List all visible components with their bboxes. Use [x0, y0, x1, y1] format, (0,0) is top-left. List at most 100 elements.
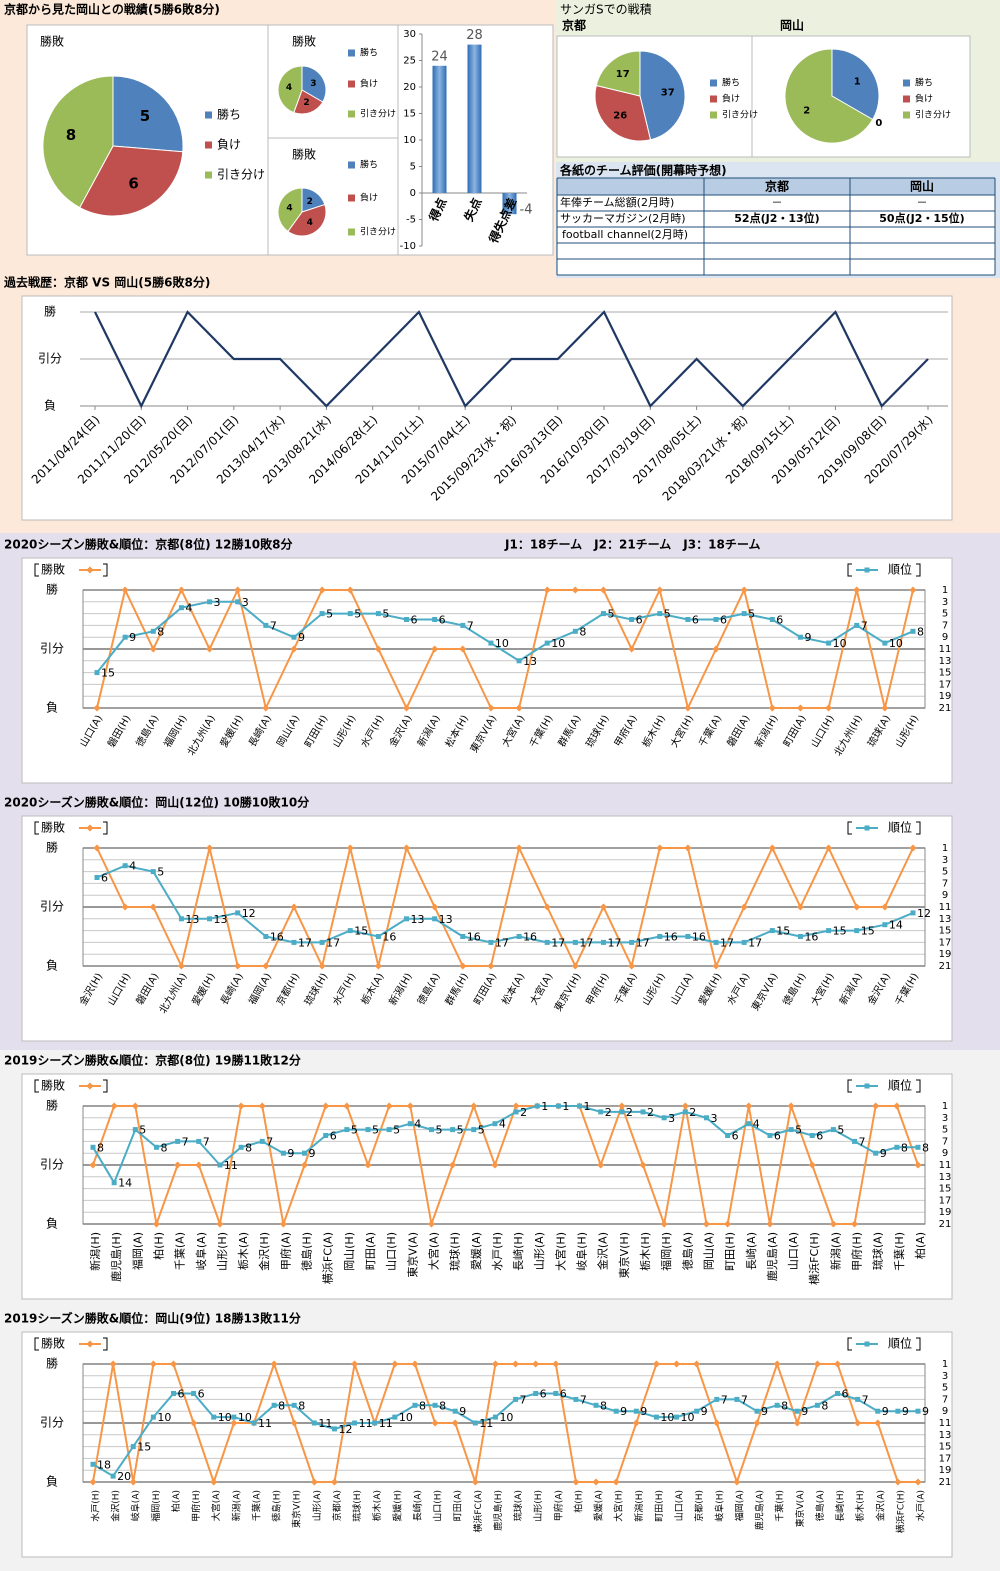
series-marker — [347, 611, 353, 617]
data-label: 8 — [781, 1399, 788, 1412]
bar — [467, 44, 482, 193]
x-tick-label: 鹿児島(A) — [754, 1490, 766, 1530]
data-label: 17 — [720, 936, 734, 949]
legend-label: 負け — [915, 93, 933, 105]
x-tick-label: 琉球(A) — [512, 1490, 524, 1521]
series-marker — [459, 645, 467, 653]
data-label: 10 — [660, 1411, 674, 1424]
y2-tick-label: 1 — [942, 585, 948, 596]
chart-panel — [21, 815, 953, 1042]
series-marker — [235, 910, 241, 916]
data-label: 2 — [803, 106, 810, 117]
data-label: 5 — [372, 1124, 379, 1137]
data-label: 26 — [613, 111, 627, 122]
data-label: 10 — [238, 1411, 252, 1424]
y2-tick-label: 11 — [939, 902, 952, 913]
series-marker — [794, 1408, 800, 1414]
series-marker — [132, 1127, 138, 1133]
data-label: 7 — [861, 619, 868, 632]
series-marker — [830, 1127, 836, 1133]
data-label: 17 — [607, 936, 621, 949]
data-label: 7 — [721, 1393, 728, 1406]
y2-tick-label: 15 — [939, 1442, 952, 1453]
series-line — [92, 1102, 919, 1228]
y2-tick-label: 3 — [942, 1371, 948, 1382]
x-tick-label: 柏(H) — [572, 1490, 584, 1513]
series-marker — [809, 1133, 815, 1138]
series-marker — [178, 605, 184, 611]
series-marker — [149, 645, 157, 653]
series-marker — [347, 928, 353, 934]
data-label: 4 — [129, 860, 136, 873]
y2-tick-label: 7 — [942, 1136, 948, 1147]
data-label: 10 — [551, 637, 565, 650]
y2-tick-label: 9 — [942, 890, 948, 901]
y2-tick-label: 5 — [942, 609, 948, 620]
y2-tick-label: 9 — [942, 1406, 948, 1417]
y2-tick-label: 15 — [939, 926, 952, 937]
series-marker — [543, 903, 551, 911]
x-tick-label: 岐阜(H) — [576, 1232, 589, 1271]
series-marker — [150, 869, 156, 875]
y-tick-label: 15 — [403, 109, 416, 120]
series-marker — [712, 645, 720, 653]
data-label: 1 — [584, 1100, 591, 1113]
data-label: 13 — [185, 913, 199, 926]
series-line — [92, 1105, 918, 1185]
series-marker — [459, 962, 467, 970]
x-tick-label: 金沢(A) — [596, 1232, 610, 1270]
x-tick-label: 琉球(H) — [448, 1232, 462, 1271]
data-label: 7 — [859, 1135, 866, 1148]
series-marker — [460, 622, 466, 628]
series-marker — [741, 611, 747, 617]
x-tick-label: 京都(H) — [693, 1490, 705, 1522]
table-cell: サッカーマガジン(2月時) — [560, 212, 686, 225]
y2-tick-label: 1 — [942, 843, 948, 854]
y-tick-label: -10 — [400, 241, 416, 252]
data-label: 6 — [776, 614, 783, 627]
x-tick-label: 東京V(H) — [617, 1232, 631, 1278]
data-label: 17 — [636, 936, 650, 949]
series-marker — [175, 1138, 181, 1144]
series-marker — [472, 1420, 478, 1426]
pie-slice — [595, 50, 641, 97]
x-tick-label: 金沢(A) — [874, 1490, 886, 1521]
pie-slice — [112, 75, 184, 153]
legend-swatch — [903, 111, 910, 119]
legend-bracket — [916, 1079, 921, 1093]
series-marker — [291, 1402, 297, 1408]
series-marker — [571, 962, 579, 970]
series-marker — [534, 1103, 540, 1109]
y2-tick-label: 5 — [942, 867, 948, 878]
series-marker — [852, 1138, 858, 1144]
data-label: 24 — [431, 49, 448, 64]
series-marker — [682, 1109, 688, 1115]
y-tick-label: -5 — [406, 215, 416, 226]
data-label: 8 — [160, 1141, 167, 1154]
chart-panel — [21, 557, 953, 784]
series-marker — [271, 1402, 277, 1408]
series-marker — [684, 844, 692, 852]
x-tick-label: 山口(A) — [787, 1232, 800, 1270]
series-line — [96, 587, 914, 711]
y2-tick-label: 21 — [939, 1219, 952, 1230]
series-marker — [895, 1408, 901, 1414]
legend-label: 引き分け — [915, 110, 951, 121]
series-marker — [291, 634, 297, 640]
chart-title: 2019シーズン勝敗&順位：岡山(9位) 18勝13敗11分 — [4, 1311, 301, 1326]
x-tick-label: 琉球(A) — [871, 1232, 885, 1270]
series-marker — [881, 903, 889, 911]
legend-swatch — [348, 80, 355, 88]
series-marker — [392, 1414, 398, 1420]
series-marker — [487, 704, 495, 712]
series-marker — [769, 617, 775, 622]
series-marker — [515, 704, 523, 712]
series-marker — [553, 1391, 559, 1396]
table-head: 岡山 — [910, 179, 934, 194]
y2-tick-label: 17 — [939, 1453, 952, 1464]
data-label: 7 — [467, 619, 474, 632]
y-tick-label: 引分 — [38, 352, 62, 366]
section-title: サンガSでの戦積 — [560, 2, 652, 17]
series-marker — [740, 903, 748, 911]
x-tick-label: 町田(A) — [364, 1232, 377, 1270]
